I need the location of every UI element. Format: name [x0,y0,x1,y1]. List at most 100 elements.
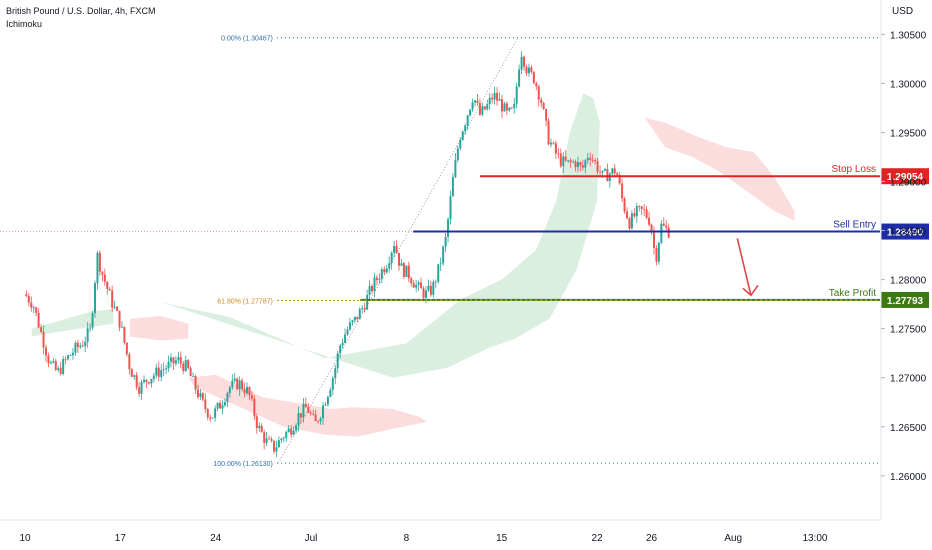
candle-body [189,368,192,377]
candle-body [135,375,138,388]
candle-body [427,285,430,291]
candle-body [246,387,249,394]
candle-body [133,375,136,377]
candle-body [348,322,351,330]
candle-body [270,439,273,441]
candle-body [398,252,401,266]
plot-area[interactable] [0,0,880,520]
candle-body [145,379,148,383]
candle-body [594,159,597,162]
candle-body [412,283,415,288]
candle-body [532,71,535,84]
candle-body [667,227,670,238]
candle-body [199,393,202,398]
candle-body [25,294,28,297]
price-tick-label: 1.26500 [890,423,927,434]
candle-body [62,359,65,374]
candle-body [451,177,454,197]
candle-body [371,285,374,292]
candle-body [79,345,82,348]
candle-body [432,281,435,295]
candle-body [302,403,305,418]
candle-body [329,389,332,397]
candle-body [437,264,440,282]
price-tick-label: 1.30500 [890,30,927,41]
candle-body [44,347,47,356]
candle-body [341,342,344,346]
cloud-bearish-future [644,117,795,221]
candle-body [638,206,641,207]
candlestick-series [25,51,670,458]
candle-body [471,102,474,110]
candle-body [596,161,599,172]
price-tick-label: 1.29000 [890,178,927,189]
time-tick-label: 22 [591,533,603,544]
candle-body [312,413,315,415]
candle-body [447,219,450,237]
time-tick-label: 13:00 [802,533,827,544]
candle-body [307,407,310,413]
candle-body [564,156,567,161]
candle-body [562,156,565,167]
candle-body [515,86,518,104]
arrow-head [742,284,759,297]
candle-body [491,97,494,100]
fib-100-label: 100.00% (1.26130) [213,461,273,468]
candle-body [599,171,602,173]
candle-body [91,313,94,328]
candle-body [380,269,383,279]
candle-body [106,281,109,290]
candle-body [402,263,405,277]
candle-body [415,284,418,288]
candle-body [552,142,555,144]
candle-body [640,206,643,210]
candle-body [152,375,155,379]
candle-body [366,294,369,310]
time-axis[interactable]: 10 17 24 Jul 8 15 22 26 Aug 13:00 [0,519,880,544]
candle-body [74,342,77,353]
candle-body [385,268,388,273]
candle-body [130,369,133,377]
candle-body [30,302,33,308]
candle-body [608,173,611,182]
candle-body [361,308,364,310]
candle-body [449,196,452,220]
candle-body [322,405,325,419]
candle-body [98,252,101,272]
candle-body [410,278,413,284]
candle-body [81,345,84,347]
candle-body [633,213,636,217]
currency-label[interactable]: USD [892,6,914,17]
fib-0-label: 0.00% (1.30467) [221,36,273,43]
candle-body [665,225,668,228]
candle-body [628,218,631,229]
candle-body [243,389,246,394]
candle-body [285,431,288,438]
candle-body [47,355,50,364]
candle-body [417,282,420,285]
candle-body [319,418,322,422]
candle-body [616,173,619,176]
candle-body [611,168,614,174]
candle-body [503,103,506,112]
price-axis[interactable]: 1.26000 1.26500 1.27000 1.27500 1.28000 1.285… [880,0,927,520]
fib-trend-line [277,37,519,464]
candle-body [184,360,187,371]
candle-body [27,296,30,303]
candle-body [388,263,391,269]
candle-body [35,307,38,313]
candle-body [265,438,268,443]
candle-body [655,248,658,262]
candle-body [150,378,153,384]
candle-body [268,438,271,440]
candle-body [429,285,432,295]
candle-body [258,425,261,429]
candle-body [586,157,589,161]
candle-body [290,428,293,435]
time-tick-label: 17 [115,533,127,544]
price-tick-label: 1.26000 [890,472,927,483]
candle-body [299,413,302,418]
stop-loss-price-text: 1.29054 [887,172,924,183]
candle-body [167,361,170,369]
